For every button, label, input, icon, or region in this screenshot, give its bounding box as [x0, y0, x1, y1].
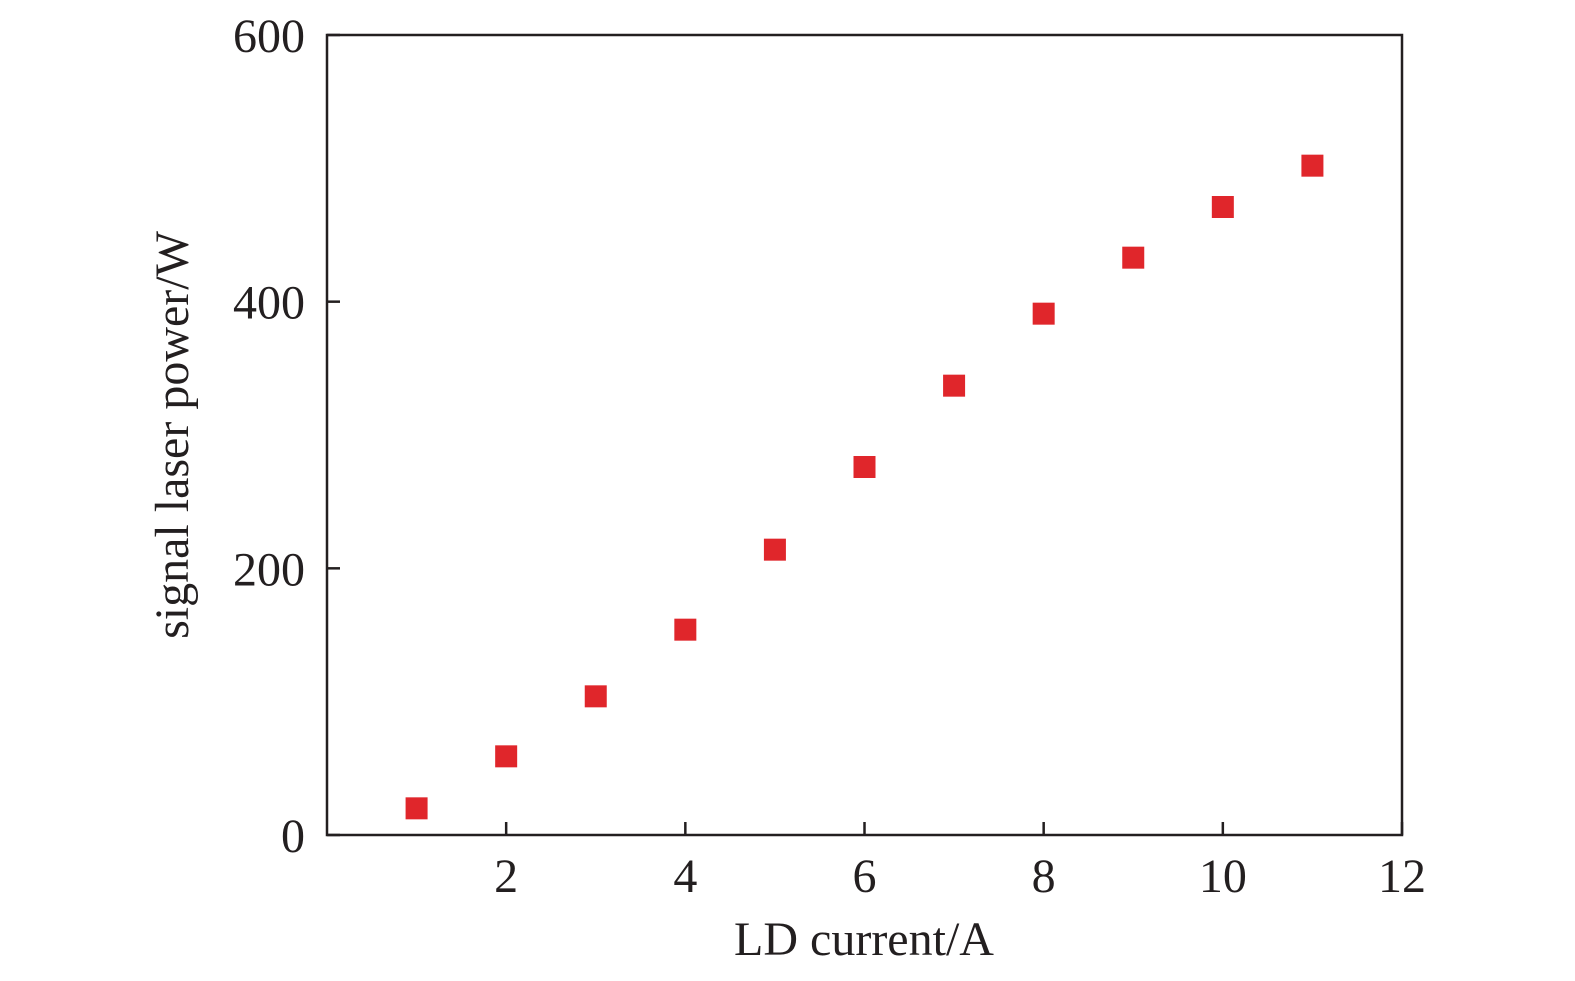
data-point [943, 374, 966, 397]
x-tick-label: 4 [673, 850, 697, 903]
x-tick-label: 8 [1032, 850, 1056, 903]
data-point [1122, 246, 1145, 269]
x-tick-label: 6 [853, 850, 877, 903]
x-tick-label: 10 [1199, 850, 1247, 903]
data-point [495, 745, 518, 768]
data-points [405, 154, 1324, 820]
y-tick-label: 0 [281, 810, 305, 863]
y-axis-ticks: 0 200 400 600 [233, 10, 340, 863]
data-point [1211, 196, 1234, 218]
data-point [853, 456, 876, 478]
data-point [405, 797, 428, 820]
plot-frame [325, 33, 1404, 837]
x-axis-ticks: 2 4 6 8 10 12 [494, 822, 1426, 903]
data-point [763, 538, 786, 561]
y-axis-label: signal laser power/W [146, 230, 199, 639]
y-tick-label: 600 [233, 10, 305, 63]
x-tick-label: 2 [494, 850, 518, 903]
data-point [1301, 154, 1324, 177]
data-point [584, 685, 607, 708]
x-axis-label: LD current/A [734, 913, 994, 966]
y-tick-label: 200 [233, 543, 305, 596]
y-tick-label: 400 [233, 277, 305, 330]
data-point [674, 618, 697, 641]
data-point [1032, 302, 1055, 325]
x-tick-label: 12 [1378, 850, 1426, 903]
